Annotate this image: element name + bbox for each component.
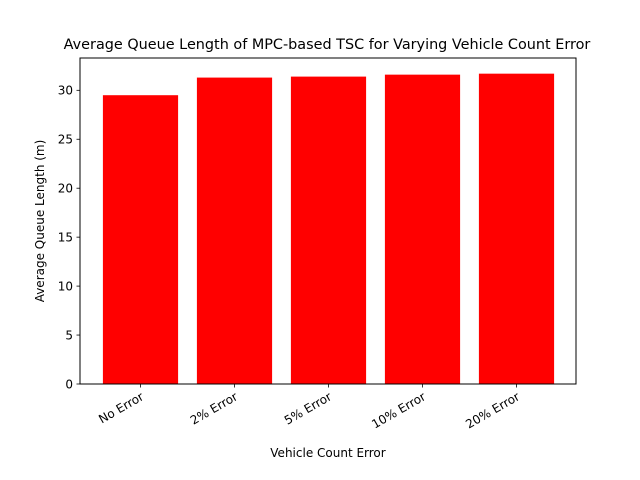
y-axis-label: Average Queue Length (m) [33,140,47,303]
y-tick-label-1: 5 [65,328,73,342]
x-tick-label-2: 5% Error [282,389,334,427]
x-axis: No Error 2% Error 5% Error 10% Error 20% Err… [96,384,522,431]
x-tick-label-4: 20% Error [463,389,522,431]
bar-1 [196,77,273,384]
y-axis: 0 5 10 15 20 25 30 [58,84,80,391]
bar-3 [384,74,461,384]
y-tick-label-5: 25 [58,133,73,147]
bars-group [102,73,555,385]
x-tick-label-3: 10% Error [369,389,428,431]
y-tick-label-3: 15 [58,230,73,244]
bar-0 [102,95,179,384]
chart-title: Average Queue Length of MPC-based TSC fo… [64,37,591,53]
y-tick-label-6: 30 [58,84,73,98]
x-tick-label-0: No Error [96,389,146,426]
bar-2 [290,76,367,385]
y-tick-label-4: 20 [58,182,73,196]
x-tick-label-1: 2% Error [188,389,240,427]
y-tick-label-0: 0 [65,377,73,391]
y-tick-label-2: 10 [58,279,73,293]
x-axis-label: Vehicle Count Error [270,446,385,460]
plot-area-frame [79,57,577,385]
bar-4 [478,73,555,384]
